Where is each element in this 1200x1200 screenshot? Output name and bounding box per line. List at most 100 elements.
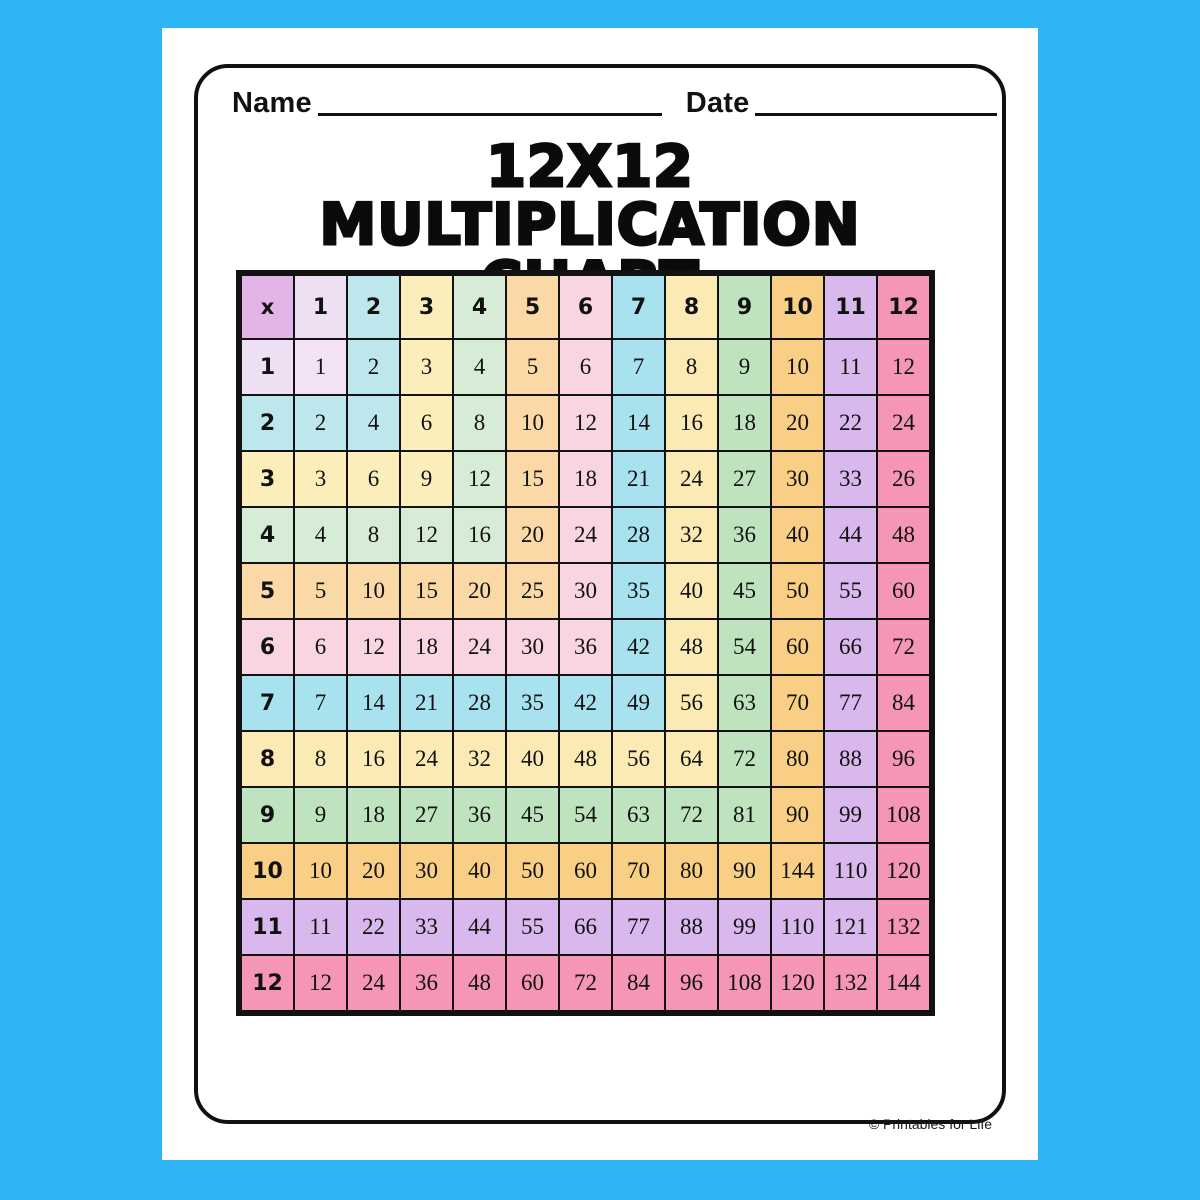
column-header-2: 2 bbox=[348, 276, 399, 338]
product-cell-2x9: 18 bbox=[719, 396, 770, 450]
product-cell-8x5: 40 bbox=[507, 732, 558, 786]
product-cell-5x3: 15 bbox=[401, 564, 452, 618]
product-cell-9x6: 54 bbox=[560, 788, 611, 842]
row-header-9: 9 bbox=[242, 788, 293, 842]
product-cell-12x6: 72 bbox=[560, 956, 611, 1010]
product-cell-6x6: 36 bbox=[560, 620, 611, 674]
row-header-12: 12 bbox=[242, 956, 293, 1010]
product-cell-1x2: 2 bbox=[348, 340, 399, 394]
product-cell-2x7: 14 bbox=[613, 396, 664, 450]
product-cell-5x8: 40 bbox=[666, 564, 717, 618]
product-cell-5x7: 35 bbox=[613, 564, 664, 618]
table-row: 12 12 24 36 48 60 72 84 96 108 120 132 144 bbox=[242, 956, 929, 1010]
product-cell-2x11: 22 bbox=[825, 396, 876, 450]
product-cell-6x10: 60 bbox=[772, 620, 823, 674]
product-cell-7x12: 84 bbox=[878, 676, 929, 730]
product-cell-6x11: 66 bbox=[825, 620, 876, 674]
product-cell-6x2: 12 bbox=[348, 620, 399, 674]
product-cell-8x6: 48 bbox=[560, 732, 611, 786]
product-cell-12x11: 132 bbox=[825, 956, 876, 1010]
product-cell-1x4: 4 bbox=[454, 340, 505, 394]
date-input-line[interactable] bbox=[755, 113, 998, 116]
column-header-3: 3 bbox=[401, 276, 452, 338]
product-cell-4x8: 32 bbox=[666, 508, 717, 562]
product-cell-12x7: 84 bbox=[613, 956, 664, 1010]
product-cell-9x5: 45 bbox=[507, 788, 558, 842]
product-cell-1x6: 6 bbox=[560, 340, 611, 394]
product-cell-5x10: 50 bbox=[772, 564, 823, 618]
product-cell-3x12: 26 bbox=[878, 452, 929, 506]
product-cell-6x3: 18 bbox=[401, 620, 452, 674]
row-header-1: 1 bbox=[242, 340, 293, 394]
product-cell-11x5: 55 bbox=[507, 900, 558, 954]
product-cell-8x11: 88 bbox=[825, 732, 876, 786]
product-cell-10x9: 90 bbox=[719, 844, 770, 898]
copyright-credit: © Printables for Life bbox=[868, 1116, 992, 1132]
product-cell-9x12: 108 bbox=[878, 788, 929, 842]
product-cell-1x5: 5 bbox=[507, 340, 558, 394]
product-cell-5x12: 60 bbox=[878, 564, 929, 618]
product-cell-7x7: 49 bbox=[613, 676, 664, 730]
product-cell-5x5: 25 bbox=[507, 564, 558, 618]
product-cell-11x3: 33 bbox=[401, 900, 452, 954]
product-cell-10x5: 50 bbox=[507, 844, 558, 898]
product-cell-3x4: 12 bbox=[454, 452, 505, 506]
row-header-7: 7 bbox=[242, 676, 293, 730]
product-cell-4x9: 36 bbox=[719, 508, 770, 562]
product-cell-8x4: 32 bbox=[454, 732, 505, 786]
product-cell-7x11: 77 bbox=[825, 676, 876, 730]
product-cell-2x4: 8 bbox=[454, 396, 505, 450]
product-cell-12x12: 144 bbox=[878, 956, 929, 1010]
product-cell-4x11: 44 bbox=[825, 508, 876, 562]
row-header-11: 11 bbox=[242, 900, 293, 954]
sheet-outline bbox=[194, 64, 1006, 1124]
table-row: 7 7 14 21 28 35 42 49 56 63 70 77 84 bbox=[242, 676, 929, 730]
date-label: Date bbox=[685, 87, 750, 119]
product-cell-4x5: 20 bbox=[507, 508, 558, 562]
table-corner-cell: x bbox=[242, 276, 293, 338]
product-cell-12x8: 96 bbox=[666, 956, 717, 1010]
table-row: 3 3 6 9 12 15 18 21 24 27 30 33 26 bbox=[242, 452, 929, 506]
product-cell-1x3: 3 bbox=[401, 340, 452, 394]
product-cell-12x5: 60 bbox=[507, 956, 558, 1010]
table-row: 6 6 12 18 24 30 36 42 48 54 60 66 72 bbox=[242, 620, 929, 674]
name-input-line[interactable] bbox=[317, 113, 662, 116]
product-cell-7x1: 7 bbox=[295, 676, 346, 730]
product-cell-5x4: 20 bbox=[454, 564, 505, 618]
column-header-11: 11 bbox=[825, 276, 876, 338]
product-cell-4x3: 12 bbox=[401, 508, 452, 562]
product-cell-4x10: 40 bbox=[772, 508, 823, 562]
product-cell-3x3: 9 bbox=[401, 452, 452, 506]
product-cell-6x7: 42 bbox=[613, 620, 664, 674]
row-header-5: 5 bbox=[242, 564, 293, 618]
table-row: 1 1 2 3 4 5 6 7 8 9 10 11 12 bbox=[242, 340, 929, 394]
product-cell-7x8: 56 bbox=[666, 676, 717, 730]
product-cell-9x8: 72 bbox=[666, 788, 717, 842]
product-cell-10x12: 120 bbox=[878, 844, 929, 898]
product-cell-12x4: 48 bbox=[454, 956, 505, 1010]
product-cell-9x7: 63 bbox=[613, 788, 664, 842]
product-cell-11x4: 44 bbox=[454, 900, 505, 954]
product-cell-10x10: 144 bbox=[772, 844, 823, 898]
product-cell-10x4: 40 bbox=[454, 844, 505, 898]
product-cell-2x2: 4 bbox=[348, 396, 399, 450]
product-cell-8x8: 64 bbox=[666, 732, 717, 786]
product-cell-11x2: 22 bbox=[348, 900, 399, 954]
product-cell-8x9: 72 bbox=[719, 732, 770, 786]
product-cell-1x10: 10 bbox=[772, 340, 823, 394]
row-header-2: 2 bbox=[242, 396, 293, 450]
row-header-10: 10 bbox=[242, 844, 293, 898]
column-header-6: 6 bbox=[560, 276, 611, 338]
row-header-3: 3 bbox=[242, 452, 293, 506]
product-cell-12x2: 24 bbox=[348, 956, 399, 1010]
product-cell-2x1: 2 bbox=[295, 396, 346, 450]
product-cell-5x2: 10 bbox=[348, 564, 399, 618]
product-cell-4x4: 16 bbox=[454, 508, 505, 562]
column-header-7: 7 bbox=[613, 276, 664, 338]
product-cell-4x6: 24 bbox=[560, 508, 611, 562]
column-header-5: 5 bbox=[507, 276, 558, 338]
column-header-4: 4 bbox=[454, 276, 505, 338]
product-cell-6x8: 48 bbox=[666, 620, 717, 674]
product-cell-4x7: 28 bbox=[613, 508, 664, 562]
multiplication-table-wrap: x 1 2 3 4 5 6 7 8 9 10 11 12 1 1 2 3 4 5 6 7 8 9 10 11 12 2 2 4 6 8 10 1… bbox=[236, 270, 935, 1016]
